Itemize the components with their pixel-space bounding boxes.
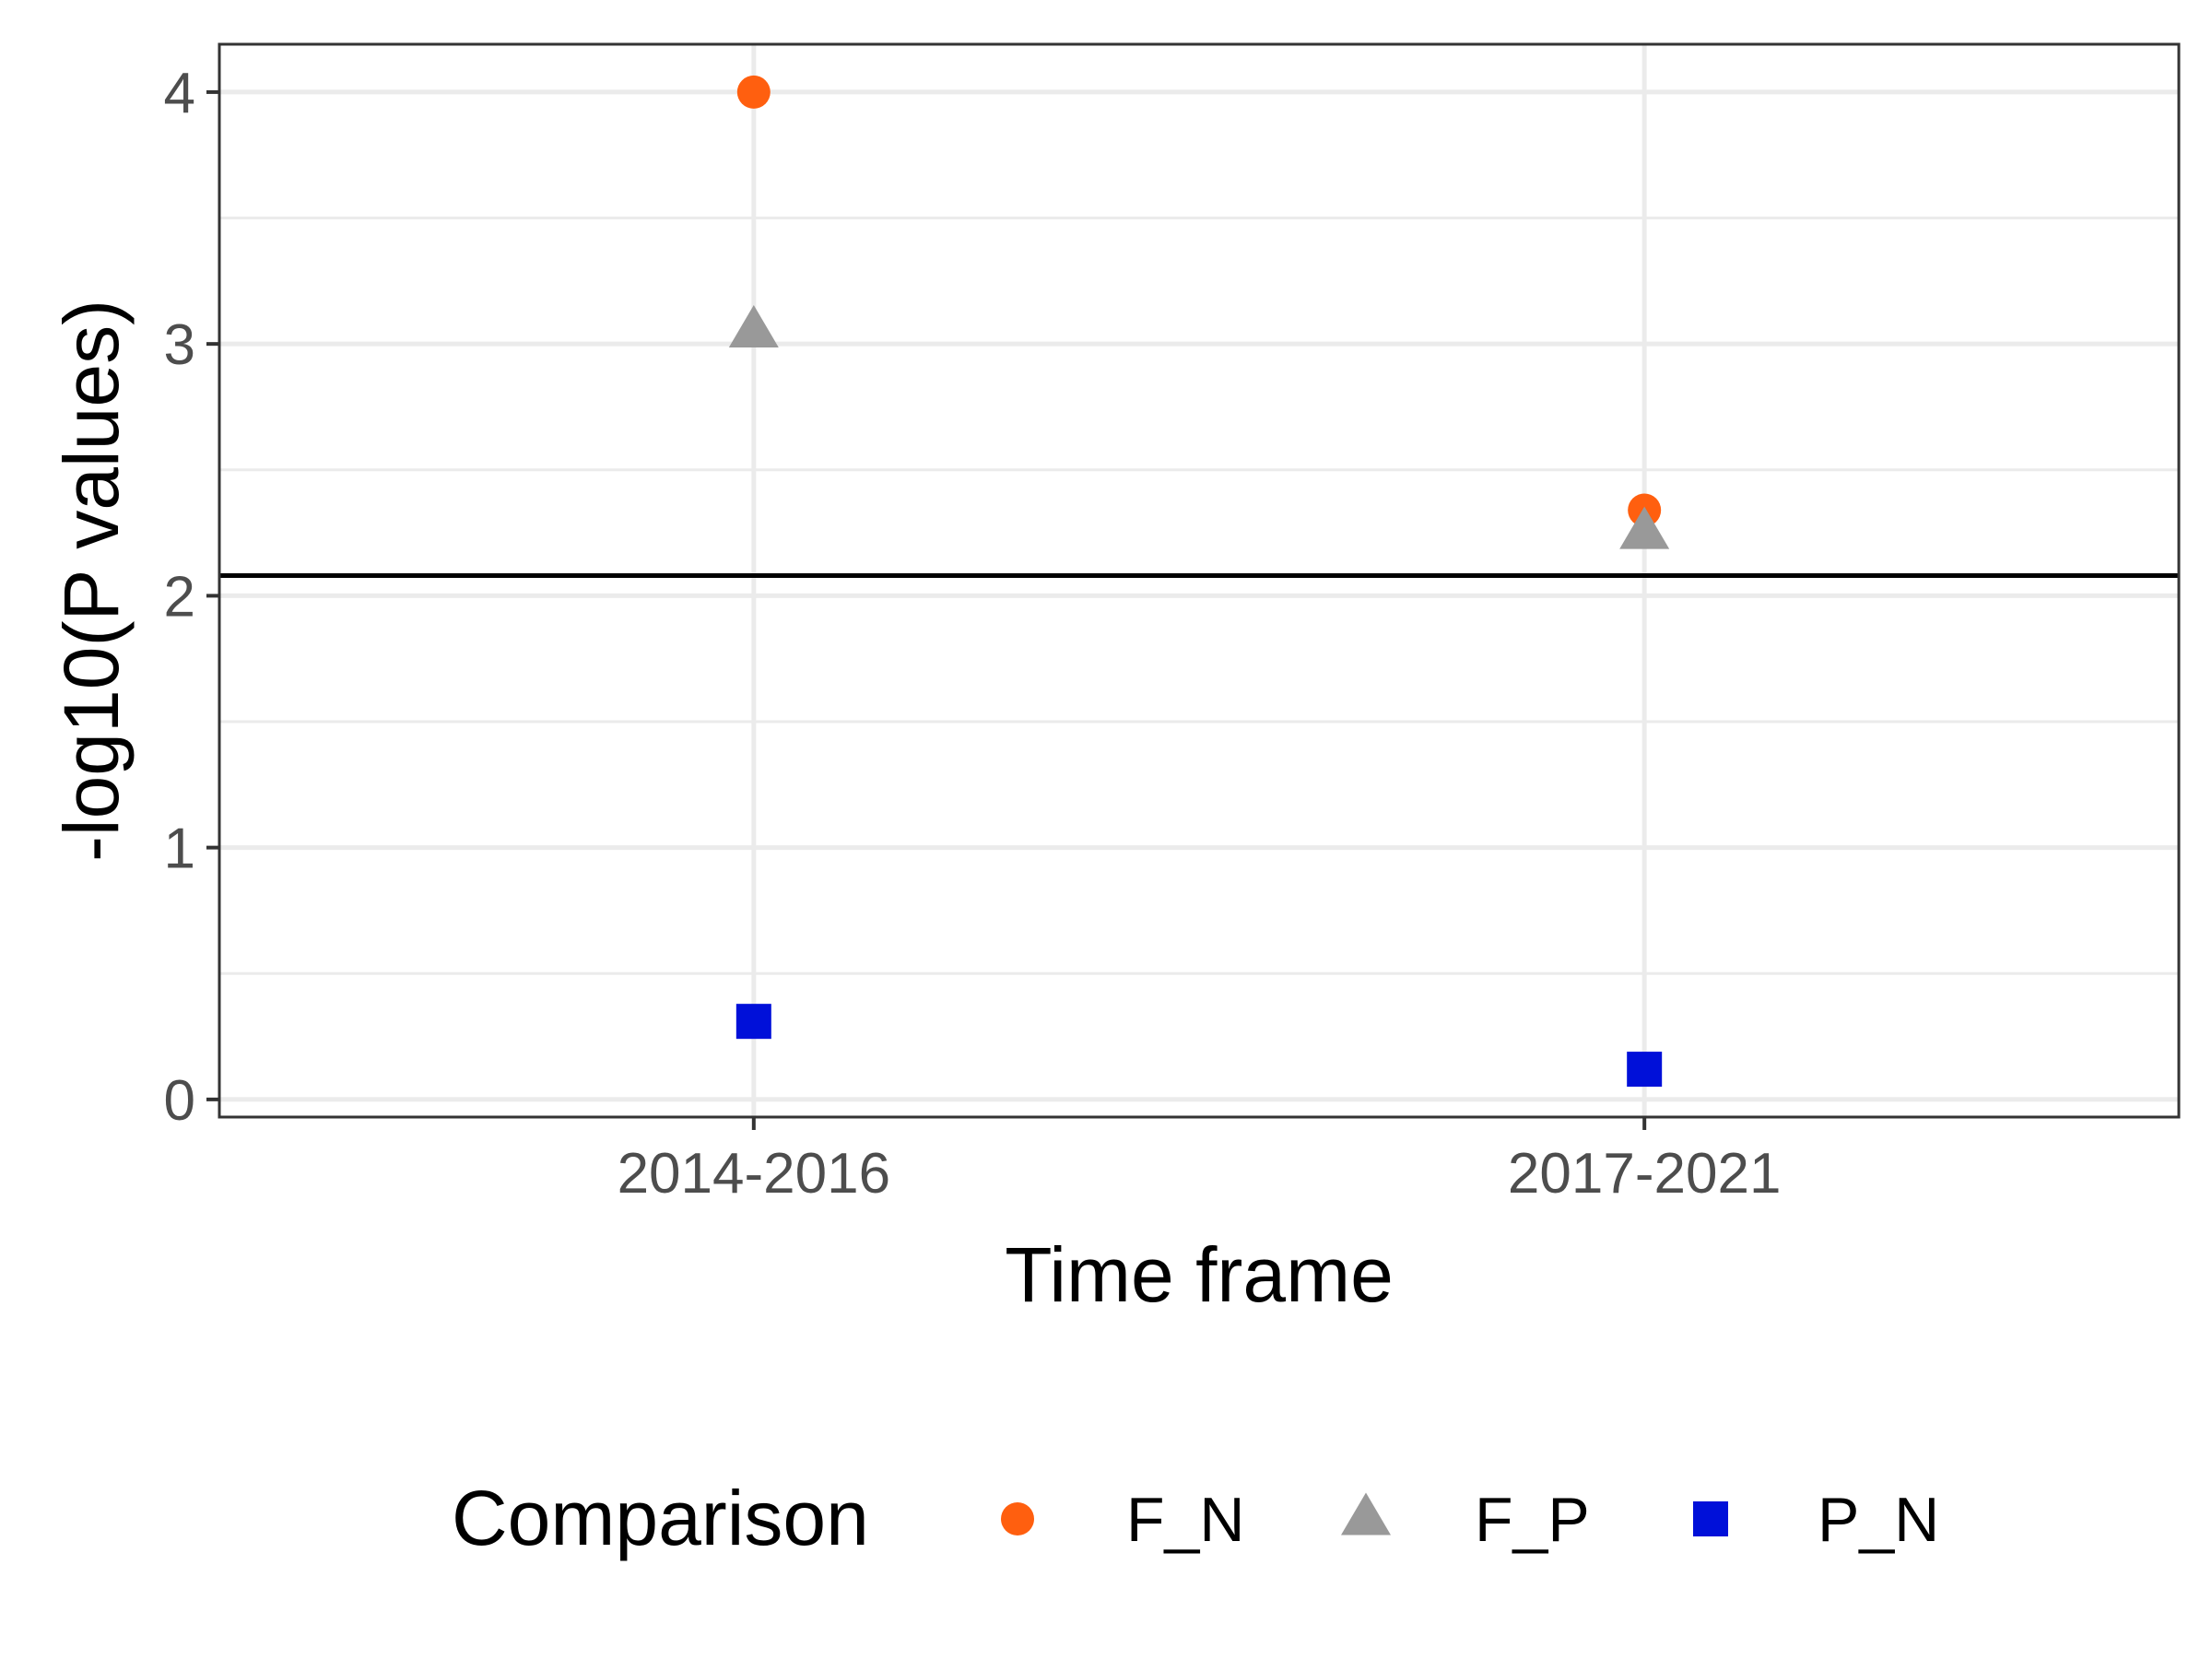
x-axis-title: Time frame [1005, 1231, 1394, 1318]
data-points [728, 75, 1670, 1088]
y-axis-title: -log10(P values) [48, 300, 135, 862]
legend-label-p-n: P_N [1818, 1485, 1939, 1555]
x-axis: 2014-2016 2017-2021 [618, 1117, 1782, 1206]
legend-label-f-n: F_N [1126, 1485, 1244, 1555]
legend-key-p-n [1693, 1501, 1728, 1536]
legend-label-f-p: F_P [1475, 1485, 1590, 1555]
legend-title: Comparison [452, 1475, 869, 1561]
y-tick-label: 1 [164, 818, 195, 881]
grid [219, 44, 2179, 1117]
x-tick-label: 2014-2016 [618, 1142, 891, 1206]
y-tick-label: 2 [164, 565, 195, 629]
y-axis: 0 1 2 3 4 [164, 62, 219, 1133]
data-point-f-p [1619, 506, 1670, 549]
y-tick-label: 3 [164, 313, 195, 377]
data-point-f-n [736, 75, 771, 109]
legend-key-f-p [1341, 1492, 1391, 1535]
legend-key-f-n [1001, 1502, 1034, 1535]
panel-border [218, 42, 2181, 1119]
data-point-p-n [735, 1004, 771, 1040]
legend: Comparison F_N F_P P_N [452, 1475, 1939, 1561]
y-tick-label: 4 [164, 62, 195, 125]
data-point-f-p [728, 304, 779, 347]
y-tick-label: 0 [164, 1069, 195, 1133]
data-point-p-n [1627, 1052, 1663, 1088]
x-tick-label: 2017-2021 [1508, 1142, 1782, 1206]
